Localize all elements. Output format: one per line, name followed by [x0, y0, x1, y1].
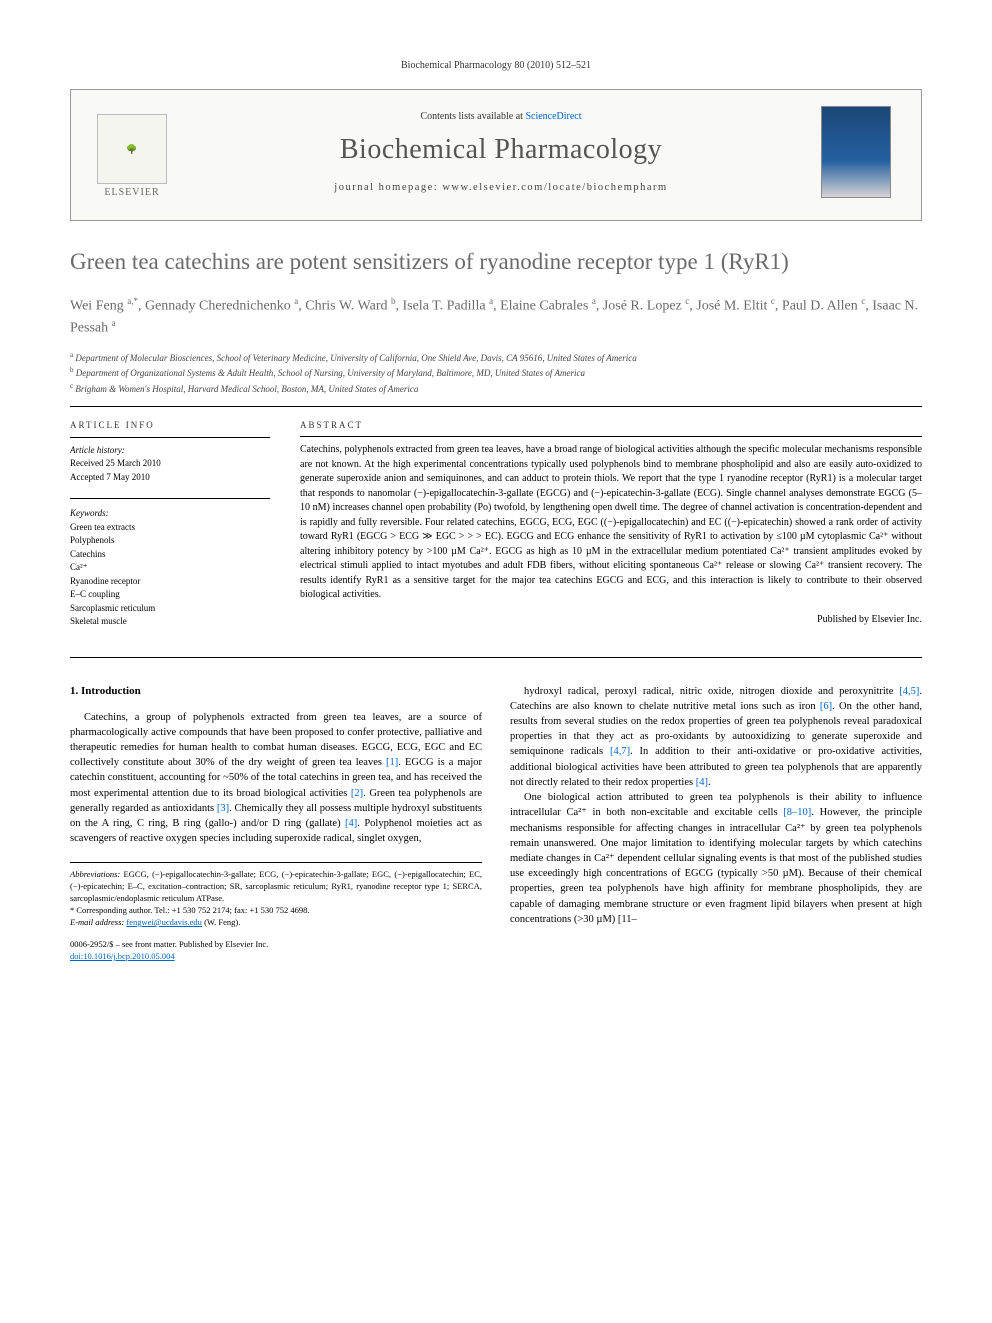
keyword: E–C coupling — [70, 588, 270, 602]
journal-cover-thumbnail — [821, 106, 891, 198]
keyword: Ryanodine receptor — [70, 575, 270, 589]
author-list: Wei Feng a,*, Gennady Cherednichenko a, … — [70, 295, 922, 340]
keyword: Sarcoplasmic reticulum — [70, 602, 270, 616]
email-line: E-mail address: fengwei@ucdavis.edu (W. … — [70, 917, 482, 929]
journal-homepage: journal homepage: www.elsevier.com/locat… — [199, 182, 803, 193]
body-paragraph: hydroxyl radical, peroxyl radical, nitri… — [510, 684, 922, 791]
abstract-text: Catechins, polyphenols extracted from gr… — [300, 443, 922, 603]
journal-header-box: 🌳 ELSEVIER Contents lists available at S… — [70, 89, 922, 221]
divider — [70, 406, 922, 407]
contents-available-line: Contents lists available at ScienceDirec… — [199, 111, 803, 122]
copyright-text: 0006-2952/$ – see front matter. Publishe… — [70, 939, 482, 951]
copyright: 0006-2952/$ – see front matter. Publishe… — [70, 939, 482, 963]
body-text: 1. Introduction Catechins, a group of po… — [70, 684, 922, 963]
keyword: Polyphenols — [70, 534, 270, 548]
accepted-date: Accepted 7 May 2010 — [70, 471, 270, 485]
doi-link[interactable]: doi:10.1016/j.bcp.2010.05.004 — [70, 951, 175, 961]
abbrev-label: Abbreviations: — [70, 869, 120, 879]
section-heading: 1. Introduction — [70, 684, 482, 700]
affiliations: a Department of Molecular Biosciences, S… — [70, 350, 922, 397]
abstract-heading: ABSTRACT — [300, 419, 922, 437]
keyword: Catechins — [70, 548, 270, 562]
article-title: Green tea catechins are potent sensitize… — [70, 247, 922, 277]
elsevier-tree-icon: 🌳 — [97, 114, 167, 184]
body-paragraph: Catechins, a group of polyphenols extrac… — [70, 710, 482, 847]
abbrev-text: EGCG, (−)-epigallocatechin-3-gallate; EC… — [70, 869, 482, 903]
keywords-block: Keywords: Green tea extractsPolyphenolsC… — [70, 507, 270, 629]
article-info-column: ARTICLE INFO Article history: Received 2… — [70, 419, 270, 643]
published-by: Published by Elsevier Inc. — [300, 613, 922, 628]
running-header: Biochemical Pharmacology 80 (2010) 512–5… — [70, 60, 922, 71]
abbreviations: Abbreviations: EGCG, (−)-epigallocatechi… — [70, 869, 482, 905]
history-label: Article history: — [70, 444, 270, 458]
keyword: Skeletal muscle — [70, 615, 270, 629]
keyword: Ca²⁺ — [70, 561, 270, 575]
body-paragraph: One biological action attributed to gree… — [510, 790, 922, 927]
contents-prefix: Contents lists available at — [420, 111, 525, 122]
sciencedirect-link[interactable]: ScienceDirect — [525, 111, 581, 122]
article-history: Article history: Received 25 March 2010 … — [70, 444, 270, 485]
keywords-label: Keywords: — [70, 507, 270, 521]
article-info-heading: ARTICLE INFO — [70, 419, 270, 438]
abstract-column: ABSTRACT Catechins, polyphenols extracte… — [300, 419, 922, 643]
received-date: Received 25 March 2010 — [70, 457, 270, 471]
email-suffix: (W. Feng). — [202, 917, 240, 927]
publisher-logo: 🌳 ELSEVIER — [91, 106, 173, 198]
email-link[interactable]: fengwei@ucdavis.edu — [126, 917, 202, 927]
corresponding-author: * Corresponding author. Tel.: +1 530 752… — [70, 905, 482, 917]
email-label: E-mail address: — [70, 917, 124, 927]
footnotes: Abbreviations: EGCG, (−)-epigallocatechi… — [70, 862, 482, 962]
publisher-name: ELSEVIER — [104, 187, 159, 198]
divider — [70, 657, 922, 658]
keyword: Green tea extracts — [70, 521, 270, 535]
journal-name: Biochemical Pharmacology — [199, 134, 803, 166]
